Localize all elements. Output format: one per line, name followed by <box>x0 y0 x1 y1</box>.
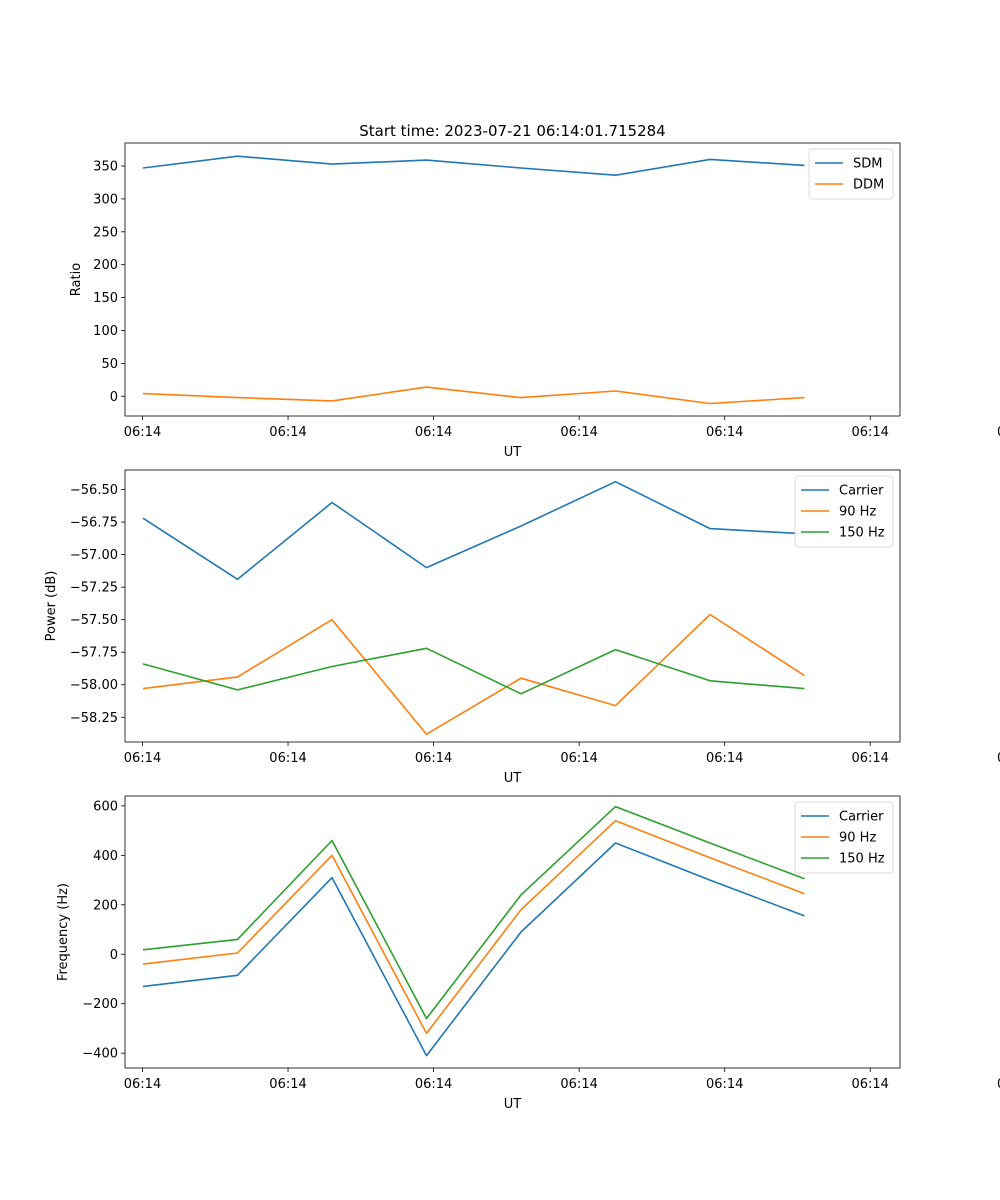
x-tick-label: 06:14 <box>851 1077 888 1092</box>
y-tick-label: 100 <box>93 324 118 339</box>
y-tick-label: 150 <box>93 291 118 306</box>
y-tick-label: 600 <box>93 799 118 814</box>
x-tick-label: 06:14 <box>560 1077 597 1092</box>
legend-box <box>808 148 894 200</box>
y-axis-label: Frequency (Hz) <box>56 883 71 981</box>
y-tick-label: 50 <box>101 357 118 372</box>
series-line-150-hz <box>142 647 805 695</box>
legend-label: Carrier <box>839 810 884 825</box>
plot-frame <box>124 469 901 743</box>
legend-box <box>794 801 894 874</box>
legend-label: 90 Hz <box>839 831 876 846</box>
x-axis-label: UT <box>504 445 522 460</box>
y-tick-label: 0 <box>110 948 118 963</box>
legend-box <box>794 475 894 548</box>
legend-label: SDM <box>853 157 882 172</box>
y-tick-label: −58.00 <box>70 678 118 693</box>
legend: Carrier 90 Hz 150 Hz <box>794 801 894 874</box>
series-line-150-hz <box>142 805 805 1020</box>
x-tick-label: 06:14 <box>560 425 597 440</box>
x-axis-label: UT <box>504 1097 522 1112</box>
legend: SDM DDM <box>808 148 894 200</box>
series-line-ddm <box>142 386 805 405</box>
x-tick-label: 06:14 <box>124 1077 161 1092</box>
y-tick-label: −56.50 <box>70 483 118 498</box>
x-tick-label: 06:14 <box>124 751 161 766</box>
y-tick-label: −58.25 <box>70 711 118 726</box>
y-tick-label: 300 <box>93 192 118 207</box>
x-tick-label: 06:14 <box>269 425 306 440</box>
y-axis-label: Power (dB) <box>44 571 59 642</box>
series-line-carrier <box>142 842 805 1057</box>
y-tick-label: −57.50 <box>70 613 118 628</box>
y-tick-label: −57.00 <box>70 548 118 563</box>
x-tick-label: 06:14 <box>415 751 452 766</box>
y-tick-label: 350 <box>93 160 118 175</box>
series-line-carrier <box>142 480 805 581</box>
legend-label: 150 Hz <box>839 526 885 541</box>
y-axis-label: Ratio <box>69 263 84 296</box>
x-tick-label: 06:14 <box>560 751 597 766</box>
x-tick-label: 06:14 <box>415 425 452 440</box>
x-tick-label: 06:14 <box>706 751 743 766</box>
y-tick-label: 200 <box>93 258 118 273</box>
y-tick-label: 250 <box>93 225 118 240</box>
y-tick-label: −400 <box>82 1047 118 1062</box>
legend-label: Carrier <box>839 484 884 499</box>
y-tick-label: −56.75 <box>70 516 118 531</box>
series-line-90-hz <box>142 819 805 1035</box>
x-axis-label: UT <box>504 771 522 786</box>
x-tick-label: 06:14 <box>124 425 161 440</box>
x-tick-label: 06:14 <box>415 1077 452 1092</box>
chart-3: 06:14 06:14 06:14 06:14 06:14 06:14 06:15 UT −40… <box>56 795 1000 1112</box>
y-tick-label: −57.75 <box>70 646 118 661</box>
plot-frame <box>124 142 901 417</box>
x-tick-label: 06:15 <box>997 425 1000 440</box>
y-tick-label: 200 <box>93 898 118 913</box>
y-tick-label: 0 <box>110 390 118 405</box>
chart-2: 06:14 06:14 06:14 06:14 06:14 06:14 06:15 UT −58… <box>44 469 1000 786</box>
chart-1: Start time: 2023-07-21 06:14:01.715284 06… <box>69 122 1000 460</box>
series-line-sdm <box>142 155 805 176</box>
x-tick-label: 06:14 <box>269 751 306 766</box>
x-tick-label: 06:15 <box>997 1077 1000 1092</box>
x-tick-label: 06:14 <box>851 425 888 440</box>
series-line-90-hz <box>142 613 805 736</box>
legend: Carrier 90 Hz 150 Hz <box>794 475 894 548</box>
x-tick-label: 06:14 <box>851 751 888 766</box>
x-tick-label: 06:14 <box>706 425 743 440</box>
legend-label: 90 Hz <box>839 505 876 520</box>
x-tick-label: 06:14 <box>269 1077 306 1092</box>
legend-label: 150 Hz <box>839 852 885 867</box>
y-tick-label: −200 <box>82 997 118 1012</box>
x-tick-label: 06:15 <box>997 751 1000 766</box>
plot-frame <box>124 795 901 1069</box>
chart-title: Start time: 2023-07-21 06:14:01.715284 <box>359 122 665 140</box>
legend-label: DDM <box>853 178 884 193</box>
x-tick-label: 06:14 <box>706 1077 743 1092</box>
y-tick-label: −57.25 <box>70 581 118 596</box>
y-tick-label: 400 <box>93 849 118 864</box>
